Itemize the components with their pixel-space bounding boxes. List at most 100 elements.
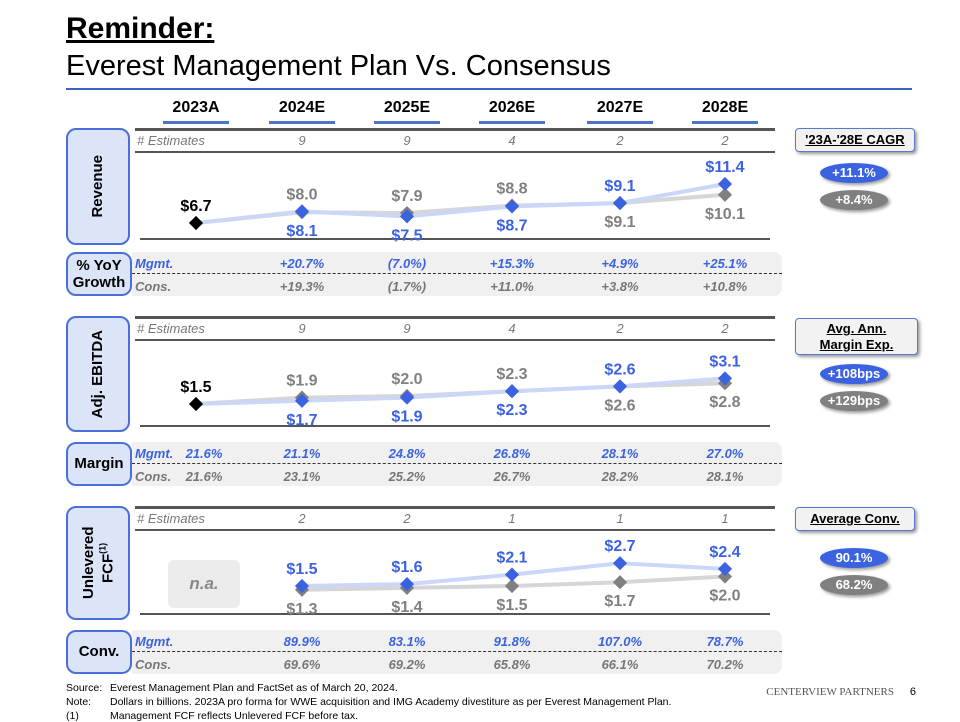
mgmt-label: $11.4 [705,159,744,176]
estimate-count: 2 [298,511,306,526]
actual-label: $6.7 [180,198,211,215]
cons-point [717,187,733,202]
estimates-label: # Estimates [137,133,205,148]
growth-row-label: % YoY Growth [66,252,132,296]
margin-exp-header: Avg. Ann. Margin Exp. [795,318,918,356]
mgmt-label: $1.5 [286,561,317,578]
mgmt-label: $8.7 [496,217,527,234]
conv-value: 89.9% [283,634,321,649]
ebitda-section-label: Adj. EBITDA [66,316,130,432]
margin-value: 21.6% [185,446,223,461]
cons-label: $2.3 [496,366,527,383]
margin-value: 26.8% [493,446,531,461]
estimate-count: 2 [616,321,624,336]
conv-divider [132,651,782,652]
margin-value: 28.1% [601,446,639,461]
estimates-rule [135,339,775,341]
growth-value: +11.0% [490,279,534,294]
mgmt-label: $7.5 [391,227,422,244]
conv-value: 91.8% [493,634,531,649]
mgmt-point [717,561,733,576]
conv-value: 66.1% [601,657,639,672]
estimates-rule [135,529,775,531]
page-title: Reminder: [66,12,215,45]
mgmt-point [294,393,310,408]
conv-value: 78.7% [706,634,744,649]
section-top-rule [135,316,775,319]
margin-value: 28.2% [601,469,639,484]
mgmt-label: $2.6 [604,361,635,378]
footnote-text: Everest Management Plan and FactSet as o… [110,682,398,694]
year-header-2023A: 2023A [163,99,229,124]
footnote-text: Management FCF reflects Unlevered FCF be… [110,710,359,722]
chart-baseline [140,425,770,427]
conv-band [132,630,782,674]
estimates-label: # Estimates [137,321,205,336]
mgmt-point [399,390,415,405]
mgmt-point [504,567,520,582]
estimate-count: 2 [403,511,411,526]
row-name-cons: Cons. [135,279,172,294]
growth-divider [132,273,782,274]
year-header-2026E: 2026E [479,99,545,124]
cons-label: $2.6 [604,397,635,414]
margin-value: 26.7% [493,469,531,484]
cons-label: $1.4 [391,599,422,616]
margin-row-label: Margin [66,442,132,486]
cons-label: $9.1 [604,214,635,231]
estimate-count: 9 [403,133,411,148]
margin-value: 21.1% [283,446,321,461]
margin-value: 25.2% [388,469,426,484]
margin-value: 24.8% [388,446,426,461]
cons-label: $1.5 [496,597,527,614]
mgmt-point [294,204,310,219]
actual-point [188,215,204,231]
mgmt-point [504,199,520,214]
growth-value: +25.1% [702,256,748,271]
estimate-count: 2 [616,133,624,148]
mgmt-label: $8.1 [286,223,317,240]
growth-value: (7.0%) [387,256,427,271]
estimate-count: 1 [721,511,729,526]
estimate-count: 4 [508,133,516,148]
estimate-count: 2 [721,321,729,336]
year-header-2024E: 2024E [269,99,335,124]
margin-value: 23.1% [283,469,321,484]
mgmt-label: $2.3 [496,402,527,419]
chart-baseline [140,613,770,615]
avg-conv-header: Average Conv. [795,507,915,531]
fcf-na-box: n.a. [168,560,240,608]
mgmt-label: $2.1 [496,550,527,567]
conv-value: 70.2% [706,657,744,672]
footnote-1: (1) Management FCF reflects Unlevered FCF… [66,710,358,722]
cons-label: $8.0 [286,186,317,203]
cons-point [717,569,733,584]
estimate-count: 9 [298,133,306,148]
cons-label: $7.9 [391,188,422,205]
mgmt-label: $3.1 [709,353,740,370]
mgmt-label: $1.7 [286,412,317,429]
title-divider [66,88,912,90]
margin-divider [132,463,782,464]
margin-exp-cons-pill: +129bps [820,391,888,411]
cons-label: $2.0 [709,588,740,605]
row-name-mgmt: Mgmt. [135,256,174,271]
actual-label: $1.5 [180,379,211,396]
mgmt-point [504,384,520,399]
mgmt-point [717,176,733,192]
growth-value: +3.8% [601,279,639,294]
estimate-count: 2 [721,133,729,148]
mgmt-point [612,556,628,571]
row-name-cons: Cons. [135,469,172,484]
footnote-note: Note: Dollars in billions. 2023A pro form… [66,696,671,708]
year-header-2027E: 2027E [587,99,653,124]
margin-value: 27.0% [706,446,744,461]
footnote-source: Source: Everest Management Plan and FactS… [66,682,398,694]
estimate-count: 9 [403,321,411,336]
mgmt-point [612,196,628,211]
row-name-mgmt: Mgmt. [135,634,174,649]
growth-value: (1.7%) [387,279,427,294]
estimate-count: 4 [508,321,516,336]
estimate-count: 9 [298,321,306,336]
